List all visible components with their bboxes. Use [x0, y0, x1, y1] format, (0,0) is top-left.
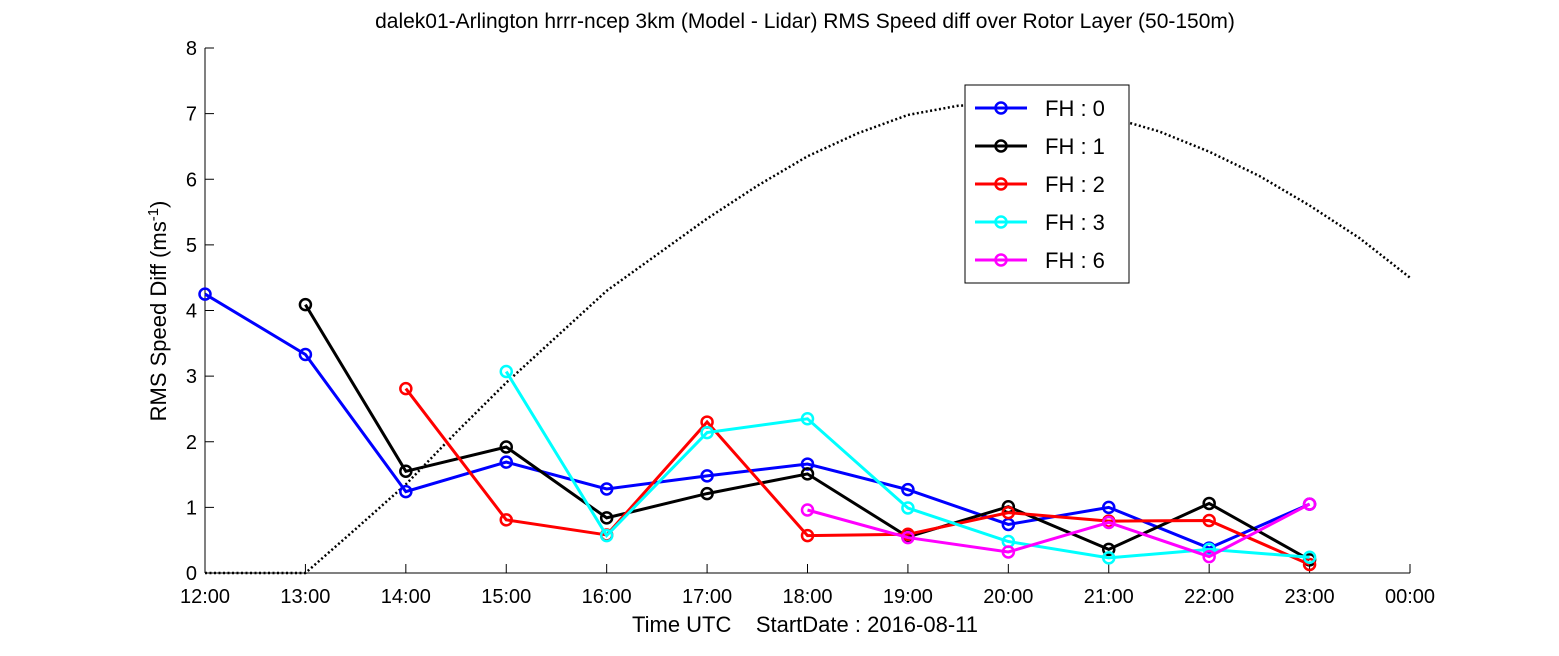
- legend-label: FH : 6: [1045, 248, 1105, 273]
- data-point: [1102, 551, 1116, 565]
- data-point: [499, 455, 513, 469]
- y-tick-label: 6: [186, 169, 197, 191]
- legend-label: FH : 1: [1045, 134, 1105, 159]
- data-point: [1001, 505, 1016, 520]
- x-tick-label: 14:00: [381, 586, 431, 608]
- series-line: [204, 292, 1311, 550]
- data-point: [198, 287, 212, 301]
- data-point: [800, 503, 815, 517]
- data-point: [901, 501, 915, 515]
- legend-item: FH : 2: [975, 172, 1105, 197]
- data-point: [901, 530, 915, 545]
- data-point: [1102, 542, 1116, 557]
- data-point: [499, 440, 513, 454]
- data-point: [1202, 496, 1216, 511]
- y-tick-label: 0: [186, 563, 197, 585]
- legend-swatch-marker: [994, 101, 1008, 115]
- data-point: [700, 469, 714, 483]
- data-point: [1302, 550, 1317, 564]
- series-4: [800, 497, 1317, 564]
- series-line: [404, 387, 1311, 566]
- legend-label: FH : 2: [1045, 172, 1105, 197]
- data-point: [800, 528, 815, 543]
- x-tick-label: 00:00: [1385, 586, 1435, 608]
- legend-label: FH : 0: [1045, 96, 1105, 121]
- data-point: [298, 347, 313, 362]
- series-3: [499, 364, 1317, 565]
- series-line: [807, 502, 1311, 559]
- x-tick-label: 21:00: [1084, 586, 1134, 608]
- data-point: [399, 381, 413, 396]
- y-tick-label: 8: [186, 38, 197, 60]
- data-point: [800, 467, 815, 481]
- data-point: [399, 484, 413, 499]
- x-tick-label: 22:00: [1184, 586, 1234, 608]
- legend-item: FH : 0: [975, 96, 1105, 121]
- data-point: [1202, 542, 1216, 557]
- y-axis-label-superscript: -1: [145, 208, 162, 221]
- data-point: [1302, 497, 1317, 511]
- y-tick-label: 7: [186, 104, 197, 126]
- chart-title: dalek01-Arlington hrrr-ncep 3km (Model -…: [375, 10, 1235, 33]
- x-tick-label: 17:00: [682, 586, 732, 608]
- data-point: [599, 528, 614, 543]
- x-tick-label: 12:00: [180, 586, 230, 608]
- data-point: [1302, 557, 1317, 572]
- y-axis-label-close: ): [146, 201, 171, 208]
- legend-swatch-marker: [994, 253, 1008, 267]
- data-point: [499, 364, 513, 379]
- legend-item: FH : 6: [975, 248, 1105, 273]
- data-point: [1202, 549, 1216, 564]
- y-tick-label: 5: [186, 235, 197, 257]
- data-point: [499, 513, 513, 527]
- x-tick-label: 23:00: [1285, 586, 1335, 608]
- y-tick-label: 1: [186, 497, 197, 519]
- y-tick-label: 3: [186, 366, 197, 388]
- series-line: [504, 370, 1310, 560]
- data-point: [298, 297, 313, 312]
- data-point: [700, 486, 714, 501]
- y-tick-label: 2: [186, 432, 197, 454]
- data-point: [901, 482, 915, 497]
- data-point: [399, 464, 413, 479]
- legend-swatch-marker: [994, 215, 1008, 229]
- data-point: [1001, 545, 1016, 559]
- data-point: [800, 412, 815, 426]
- legend: FH : 0 FH : 1 FH : 2 FH : 3 FH : 6: [964, 84, 1130, 284]
- legend-label: FH : 3: [1045, 210, 1105, 235]
- legend-swatch-marker: [994, 139, 1008, 153]
- data-point: [599, 511, 614, 525]
- x-tick-label: 19:00: [883, 586, 933, 608]
- legend-swatch-marker: [994, 177, 1008, 191]
- legend-item: FH : 1: [975, 134, 1105, 159]
- data-point: [700, 425, 714, 440]
- x-tick-label: 20:00: [983, 586, 1033, 608]
- x-tick-label: 15:00: [481, 586, 531, 608]
- x-tick-label: 13:00: [280, 586, 330, 608]
- series-2: [399, 381, 1317, 572]
- x-tick-label: 16:00: [582, 586, 632, 608]
- y-axis-label-main: RMS Speed Diff (ms: [146, 221, 171, 421]
- y-axis-label: RMS Speed Diff (ms-1): [145, 201, 172, 422]
- x-axis-label: Time UTC StartDate : 2016-08-11: [632, 612, 978, 637]
- x-tick-label: 18:00: [782, 586, 832, 608]
- data-point: [1202, 513, 1216, 528]
- data-point: [599, 482, 614, 496]
- legend-item: FH : 3: [975, 210, 1105, 235]
- plot-area: 0 1 2 3 4 5 6 7 8 12:00 13:00 14:00 15:00 16:00 17:00 1…: [180, 38, 1435, 608]
- data-point: [1102, 500, 1116, 515]
- y-tick-label: 4: [186, 301, 197, 323]
- data-point: [1102, 515, 1116, 530]
- reference-curve: [205, 102, 1411, 575]
